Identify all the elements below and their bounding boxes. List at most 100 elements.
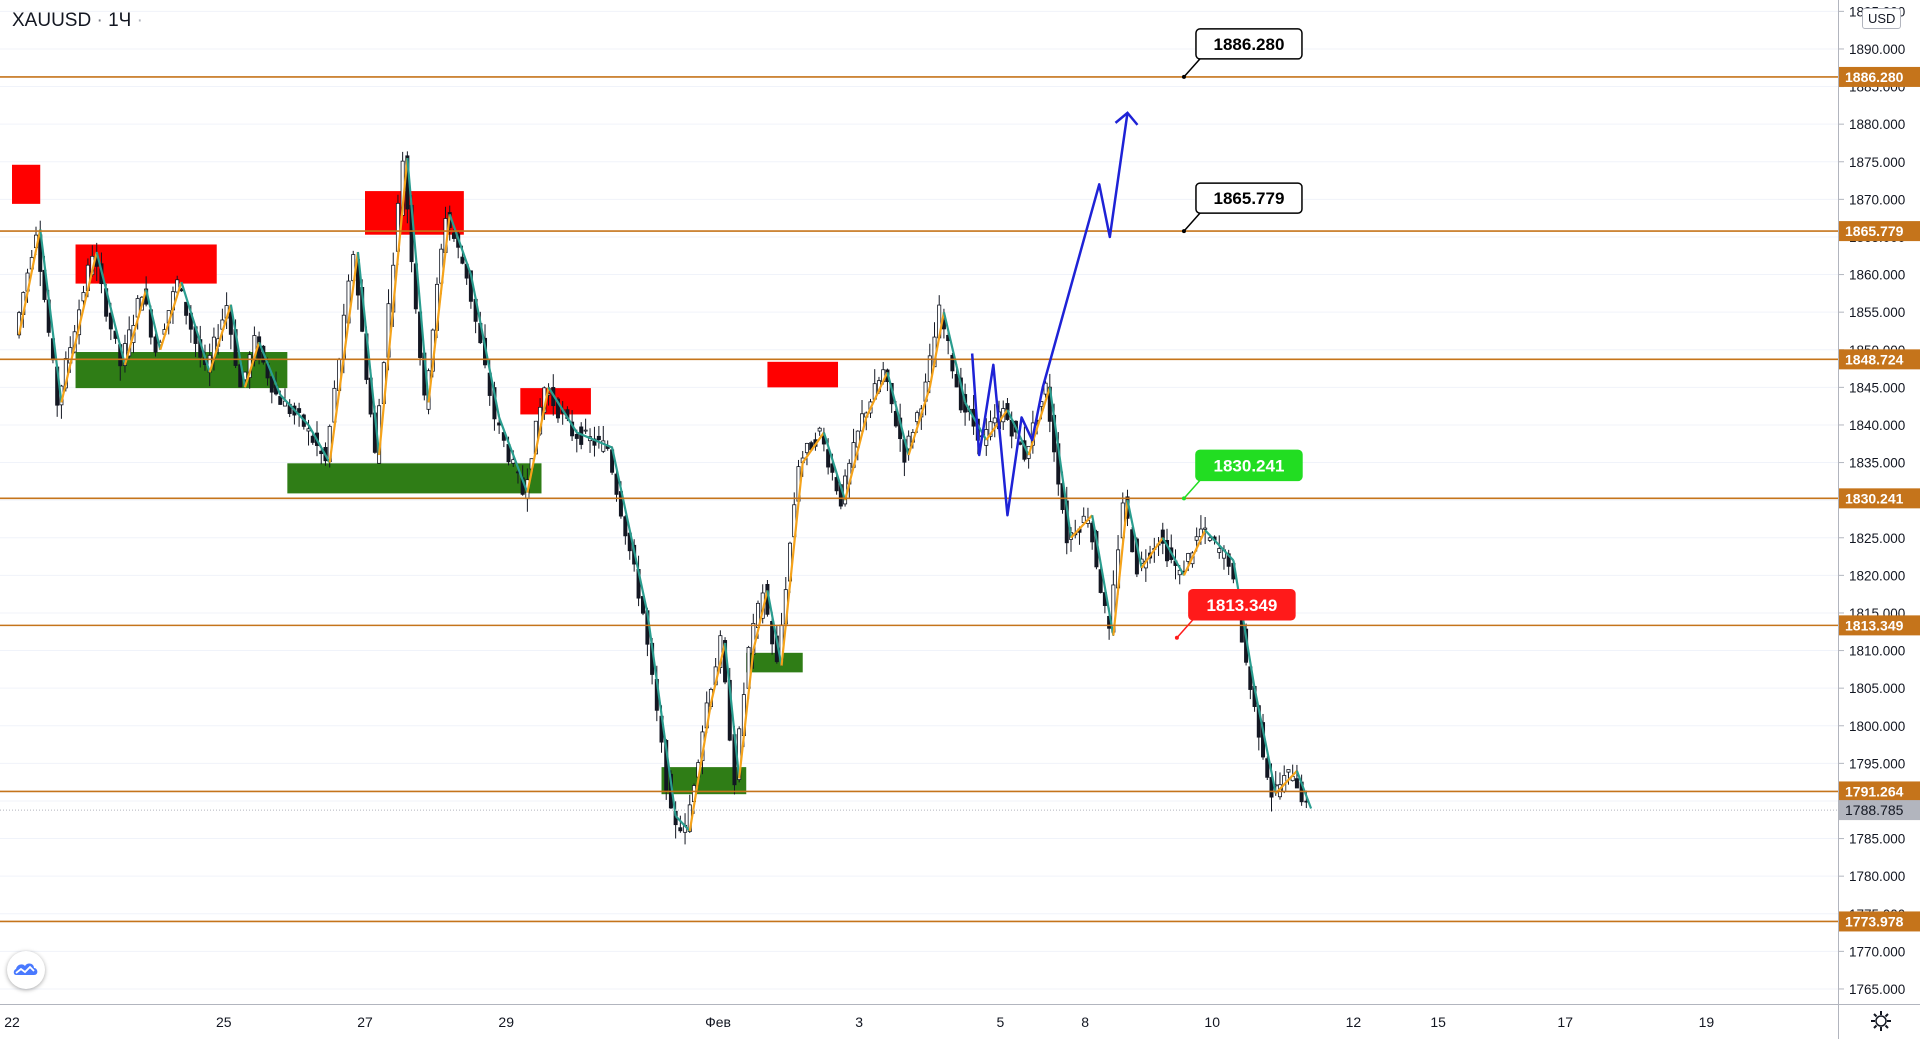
candle-body xyxy=(915,412,920,423)
currency-badge[interactable]: USD xyxy=(1862,8,1902,29)
zigzag-segment xyxy=(145,289,162,351)
candle xyxy=(1130,526,1135,553)
zigzag-segment xyxy=(307,424,331,464)
time-scale[interactable]: 22 25 27 29 Фев 3 5 8 10 12 15 17 19 xyxy=(0,1004,1838,1039)
price-callout: 1886.280 xyxy=(1181,28,1303,79)
candle-body xyxy=(614,473,619,495)
candle xyxy=(1265,756,1270,781)
candle-body xyxy=(108,312,113,330)
candle-body xyxy=(1160,529,1165,544)
candle-body xyxy=(596,435,601,441)
level-price-label: 1886.280 xyxy=(1839,66,1920,87)
chart-area[interactable]: 1886.280 1865.779 1830.241 1813.349 xyxy=(0,0,1838,1004)
candle-body xyxy=(1090,522,1095,543)
zigzag-segment xyxy=(822,432,847,501)
level-label-bg xyxy=(1839,488,1920,509)
level-label-bg xyxy=(1839,221,1920,242)
candle-body xyxy=(1265,758,1270,778)
candle-body xyxy=(1294,778,1299,789)
price-tick-label: 1875.000 xyxy=(1849,155,1905,170)
callout-pointer xyxy=(1183,58,1201,78)
callout-label: 1886.280 xyxy=(1214,35,1285,54)
tradingview-cloud-icon[interactable] xyxy=(7,951,45,989)
zigzag-segment xyxy=(801,431,825,464)
zigzag-segment xyxy=(1140,537,1164,569)
price-tick-label: 1800.000 xyxy=(1849,719,1905,734)
time-tick-label: 8 xyxy=(1081,1014,1089,1030)
zigzag-segment xyxy=(766,590,783,666)
time-tick-label: 3 xyxy=(855,1014,863,1030)
level-price-label: 1848.724 xyxy=(1839,349,1920,370)
level-label-text: 1773.978 xyxy=(1845,913,1904,929)
zigzag-segment xyxy=(427,214,451,403)
zigzag-segment xyxy=(1295,770,1313,809)
candle-body xyxy=(906,435,911,450)
candle xyxy=(1043,381,1048,398)
candle-body xyxy=(804,442,809,454)
price-tick-label: 1835.000 xyxy=(1849,456,1905,471)
candle xyxy=(269,375,274,404)
forecast-arrowhead xyxy=(1114,111,1139,126)
level-price-label: 1773.978 xyxy=(1839,911,1920,932)
price-callout: 1830.241 xyxy=(1181,449,1303,501)
candle-body xyxy=(834,477,839,492)
zigzag-segment xyxy=(886,372,910,456)
zigzag-segment xyxy=(448,214,472,275)
candle-body xyxy=(583,429,588,432)
callout-box xyxy=(1195,28,1303,60)
price-callout: 1813.349 xyxy=(1174,589,1296,640)
candle xyxy=(1143,549,1148,582)
level-label-bg xyxy=(1839,911,1920,932)
candle xyxy=(1165,528,1170,567)
zigzag-segment xyxy=(469,274,501,418)
price-tick-label: 1770.000 xyxy=(1849,944,1905,959)
price-chart[interactable]: 1886.280 1865.779 1830.241 1813.349 xyxy=(0,0,1838,1004)
candle xyxy=(1217,535,1222,559)
callout-anchor xyxy=(1181,74,1186,79)
zigzag-segment xyxy=(646,612,677,817)
zigzag-segment xyxy=(279,394,310,426)
candle-body xyxy=(1186,553,1191,562)
level-price-label: 1865.779 xyxy=(1839,221,1920,242)
price-scale[interactable]: 1765.0001770.0001775.0001780.0001785.000… xyxy=(1838,0,1920,1004)
time-tick-label: Фев xyxy=(705,1014,731,1030)
zigzag-segment xyxy=(1112,500,1129,636)
zigzag-segment xyxy=(1182,529,1207,576)
candle xyxy=(614,469,619,502)
zigzag-segment xyxy=(1070,514,1093,539)
zigzag-segment xyxy=(159,281,183,351)
time-axis[interactable]: 22 25 27 29 Фев 3 5 8 10 12 15 17 19 xyxy=(0,1005,1838,1039)
price-tick-label: 1810.000 xyxy=(1849,644,1905,659)
gear-icon[interactable] xyxy=(1868,1008,1894,1034)
price-tick-label: 1805.000 xyxy=(1849,681,1905,696)
demand-zone xyxy=(661,767,747,795)
zigzag-segment xyxy=(406,157,430,403)
forecast-path xyxy=(970,112,1129,517)
callout-pointer xyxy=(1183,212,1201,232)
price-tick-label: 1825.000 xyxy=(1849,531,1905,546)
zigzag-segment xyxy=(1126,499,1143,569)
callout-label: 1813.349 xyxy=(1206,596,1277,615)
symbol-name: XAUUSD xyxy=(12,10,92,31)
candle-body xyxy=(460,256,465,264)
candle xyxy=(1286,769,1291,785)
time-tick-label: 10 xyxy=(1204,1014,1220,1030)
scale-corner xyxy=(1838,1004,1920,1039)
time-tick-label: 5 xyxy=(997,1014,1005,1030)
title-separator: · xyxy=(96,10,103,31)
level-label-bg xyxy=(1839,781,1920,802)
candle-body xyxy=(1203,527,1208,530)
level-label-bg xyxy=(1839,615,1920,636)
level-label-text: 1886.280 xyxy=(1845,69,1904,85)
zigzag-segment xyxy=(752,590,769,651)
symbol-title[interactable]: XAUUSD · 1Ч · xyxy=(12,10,143,32)
candle-body xyxy=(1286,769,1291,773)
price-callout: 1865.779 xyxy=(1181,182,1303,234)
price-axis[interactable]: 1765.0001770.0001775.0001780.0001785.000… xyxy=(1839,0,1920,1004)
callout-label: 1830.241 xyxy=(1214,456,1285,475)
zigzag-segment xyxy=(780,462,804,666)
zigzag-segment xyxy=(1161,537,1185,576)
candle-body xyxy=(451,232,456,239)
level-label-text: 1830.241 xyxy=(1845,490,1904,506)
callout-box xyxy=(1195,449,1303,482)
